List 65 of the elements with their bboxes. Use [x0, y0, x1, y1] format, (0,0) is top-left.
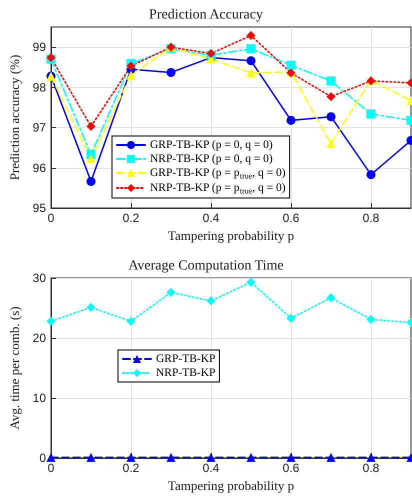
y-tick-label: 99 — [32, 40, 46, 54]
x-tick-label: 0 — [48, 211, 55, 225]
point — [246, 452, 256, 462]
point — [366, 109, 376, 118]
y-tick-label: 10 — [32, 391, 46, 405]
point — [286, 452, 296, 462]
point — [246, 68, 256, 78]
point — [166, 68, 176, 77]
point — [126, 316, 136, 326]
point — [326, 139, 336, 148]
chart-title: Prediction Accuracy — [149, 8, 263, 22]
point — [246, 278, 256, 287]
point — [166, 288, 176, 297]
y-axis-title: Prediction accuracy (%) — [7, 54, 22, 180]
point — [46, 452, 56, 462]
y-tick-label: 96 — [32, 160, 46, 175]
point — [166, 452, 176, 462]
y-tick-label: 30 — [32, 271, 46, 285]
point — [86, 176, 96, 186]
point — [326, 112, 336, 122]
x-axis-title: Tampering probability p — [168, 478, 294, 493]
legend-label: GRP-TB-KP — [156, 353, 216, 365]
point — [86, 122, 96, 131]
point — [326, 293, 336, 302]
y-tick-label: 98 — [32, 80, 46, 94]
point — [206, 452, 216, 462]
y-tick-label: 95 — [32, 201, 46, 215]
point — [86, 452, 96, 462]
y-tick-label: 97 — [32, 120, 46, 135]
point — [366, 452, 376, 462]
legend-label: NRP-TB-KP (p = 0, q = 0) — [150, 153, 273, 165]
x-axis-title: Tampering probability p — [168, 228, 294, 243]
x-tick-label: 0.8 — [362, 211, 380, 225]
x-tick-label: 0.6 — [282, 461, 300, 475]
point — [206, 296, 216, 306]
legend-label: NRP-TB-KP — [156, 367, 216, 379]
point — [46, 316, 56, 326]
point — [286, 314, 296, 323]
y-tick-label: 0 — [39, 451, 46, 465]
point — [86, 154, 96, 164]
point — [366, 170, 376, 180]
point — [286, 60, 296, 70]
x-tick-label: 0.4 — [202, 461, 220, 475]
x-tick-label: 0.6 — [282, 211, 300, 225]
point — [126, 62, 136, 71]
point — [286, 116, 296, 125]
point — [326, 452, 336, 462]
y-tick-label: 20 — [32, 331, 46, 345]
point — [126, 70, 136, 80]
x-tick-label: 0.2 — [122, 211, 140, 225]
point — [86, 302, 96, 312]
point — [326, 92, 336, 102]
chart-title: Average Computation Time — [128, 258, 284, 274]
point — [366, 314, 376, 324]
y-axis-title: Avg. time per comb. (s) — [7, 306, 22, 430]
point — [246, 44, 256, 54]
point — [246, 56, 256, 66]
legend-label: GRP-TB-KP (p = 0, q = 0) — [150, 139, 273, 151]
x-tick-label: 0 — [48, 461, 55, 475]
x-tick-label: 0.8 — [362, 461, 380, 475]
point — [126, 452, 136, 462]
point — [326, 76, 336, 86]
x-tick-label: 0.2 — [122, 461, 140, 475]
point — [246, 30, 256, 40]
x-tick-label: 0.4 — [202, 211, 220, 225]
